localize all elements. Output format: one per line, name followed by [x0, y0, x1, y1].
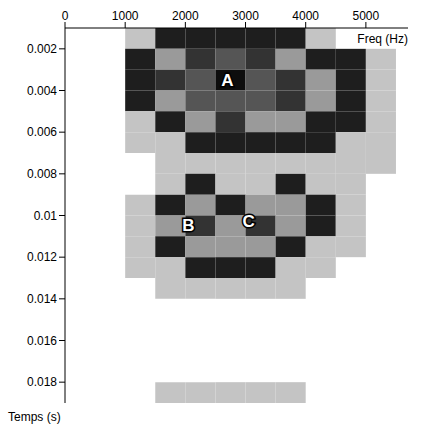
html-text:Freq (Hz): Freq (Hz)	[357, 32, 408, 46]
svg-text:B: B	[182, 216, 194, 235]
svg-text:1000: 1000	[112, 9, 139, 23]
svg-text:5000: 5000	[353, 9, 380, 23]
svg-text:0.018: 0.018	[27, 375, 57, 389]
svg-text:0.016: 0.016	[27, 334, 57, 348]
svg-text:0.01: 0.01	[34, 209, 58, 223]
svg-text:0.008: 0.008	[27, 167, 57, 181]
svg-text:3000: 3000	[232, 9, 259, 23]
svg-text:4000: 4000	[292, 9, 319, 23]
svg-text:C: C	[242, 212, 254, 231]
svg-text:0.006: 0.006	[27, 125, 57, 139]
svg-text:A: A	[221, 71, 233, 90]
svg-text:0.014: 0.014	[27, 292, 57, 306]
html-text:Temps (s): Temps (s)	[8, 410, 61, 424]
svg-text:0: 0	[62, 9, 69, 23]
svg-text:0.002: 0.002	[27, 42, 57, 56]
svg-text:0.004: 0.004	[27, 84, 57, 98]
svg-text:2000: 2000	[172, 9, 199, 23]
svg-text:0.012: 0.012	[27, 250, 57, 264]
